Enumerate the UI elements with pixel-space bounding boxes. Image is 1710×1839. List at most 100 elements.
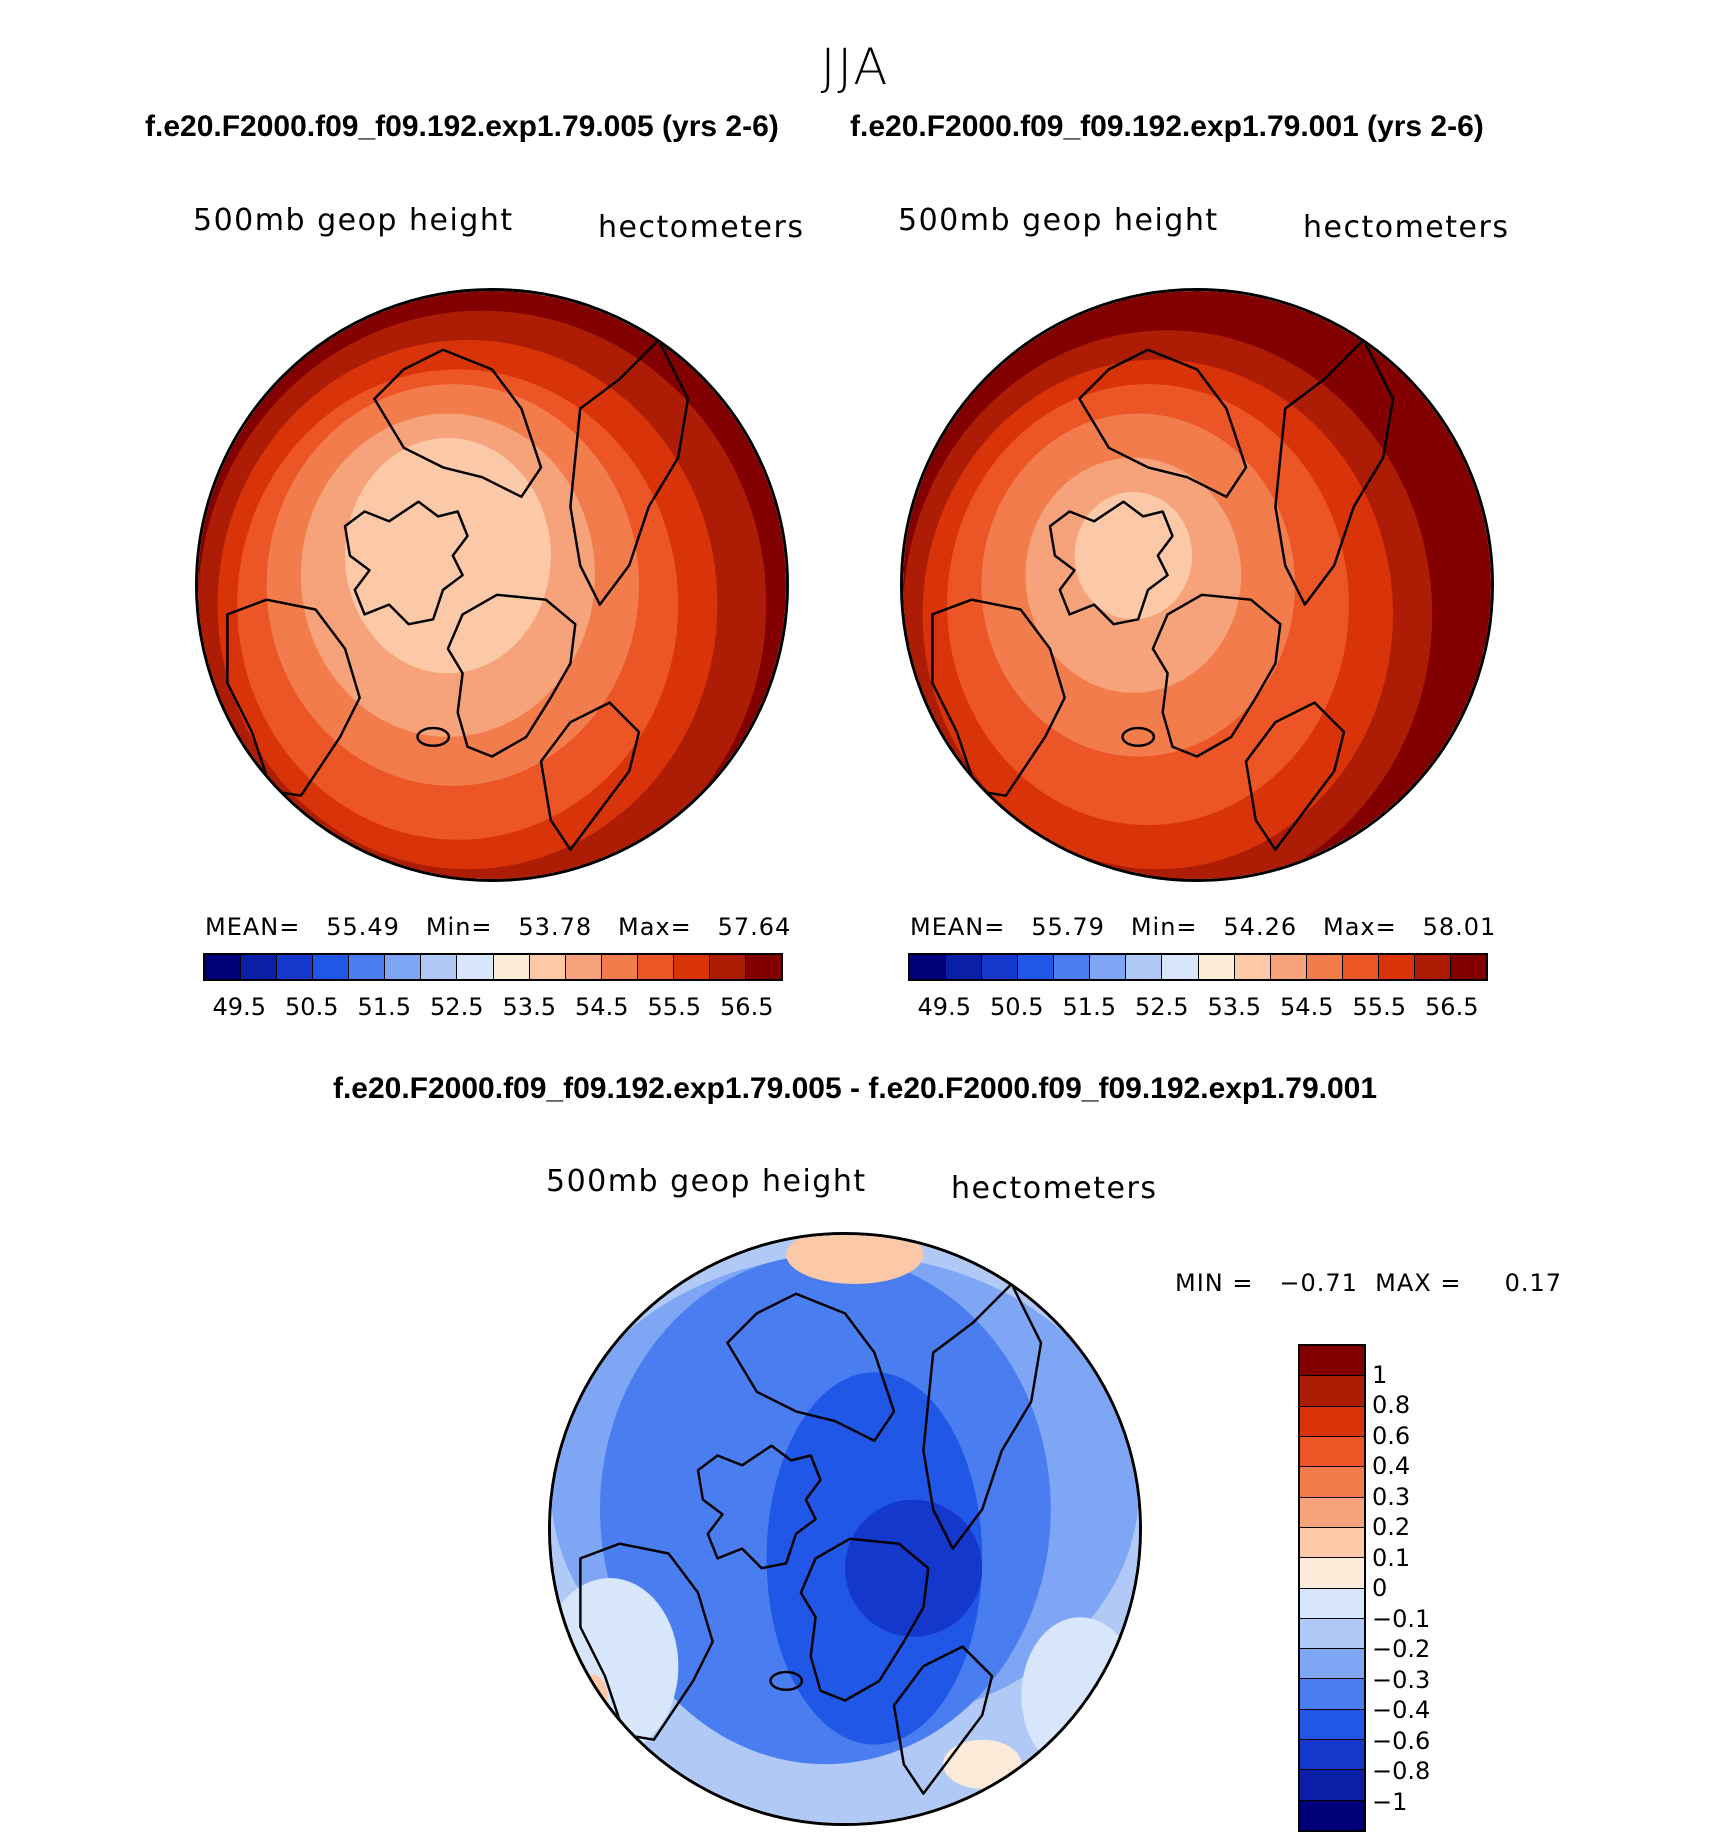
colorbar-swatch	[1090, 955, 1127, 979]
colorbar-swatch	[1300, 1649, 1364, 1680]
colorbar-swatch	[1300, 1436, 1364, 1468]
colorbar-swatch	[745, 955, 781, 979]
colorbar-tick-label: −1	[1372, 1787, 1408, 1816]
colorbar-swatch	[709, 955, 746, 979]
diff-variable: 500mb geop height	[546, 1164, 867, 1199]
colorbar-swatch	[1300, 1618, 1364, 1650]
panel-a-contours	[198, 291, 786, 879]
colorbar-swatch	[1300, 1467, 1364, 1498]
colorbar-swatch	[349, 955, 386, 979]
colorbar-swatch	[1018, 955, 1055, 979]
colorbar-tick-label: 50.5	[990, 993, 1044, 1021]
colorbar-swatch	[601, 955, 638, 979]
colorbar-tick-label: 49.5	[917, 993, 971, 1021]
colorbar-tick-label: 54.5	[1280, 993, 1334, 1021]
colorbar-tick-label: 0.2	[1372, 1513, 1411, 1541]
colorbar-swatch	[1300, 1588, 1364, 1619]
colorbar-swatch	[385, 955, 422, 979]
colorbar-tick-label: 55.5	[647, 993, 701, 1021]
colorbar-swatch	[1300, 1527, 1364, 1559]
colorbar-swatch	[1162, 955, 1199, 979]
panel-b-colorbar	[908, 953, 1488, 981]
run-b-title: f.e20.F2000.f09_f09.192.exp1.79.001 (yrs…	[850, 110, 1484, 143]
colorbar-tick-label: −0.1	[1372, 1604, 1431, 1633]
colorbar-swatch	[946, 955, 983, 979]
colorbar-swatch	[1300, 1800, 1364, 1830]
colorbar-tick-label: 55.5	[1352, 993, 1406, 1021]
colorbar-tick-label: 0	[1372, 1574, 1388, 1602]
colorbar-tick-label: 52.5	[1135, 993, 1189, 1021]
colorbar-tick-label: −0.3	[1372, 1665, 1431, 1694]
colorbar-tick-label: 56.5	[1425, 993, 1479, 1021]
colorbar-swatch	[493, 955, 530, 979]
colorbar-swatch	[1300, 1406, 1364, 1437]
colorbar-tick-label: 0.3	[1372, 1482, 1411, 1511]
colorbar-tick-label: 53.5	[502, 993, 556, 1021]
diff-units: hectometers	[951, 1171, 1158, 1206]
colorbar-swatch	[1300, 1740, 1364, 1771]
panel-b-stats: MEAN= 55.79 Min= 54.26 Max= 58.01	[910, 913, 1497, 941]
colorbar-swatch	[529, 955, 566, 979]
colorbar-swatch	[1198, 955, 1235, 979]
diff-map	[548, 1232, 1142, 1826]
colorbar-swatch	[421, 955, 458, 979]
colorbar-swatch	[1300, 1770, 1364, 1801]
panel-a-units: hectometers	[598, 210, 805, 245]
colorbar-swatch	[982, 955, 1019, 979]
panel-a-variable: 500mb geop height	[193, 203, 514, 238]
colorbar-swatch	[637, 955, 674, 979]
colorbar-tick-label: −0.2	[1372, 1635, 1431, 1663]
colorbar-tick-label: −0.4	[1372, 1696, 1431, 1724]
colorbar-swatch	[1342, 955, 1379, 979]
colorbar-tick-label: 0.4	[1372, 1452, 1411, 1480]
colorbar-swatch	[1300, 1376, 1364, 1407]
colorbar-swatch	[1300, 1709, 1364, 1741]
colorbar-swatch	[910, 955, 947, 979]
panel-a-stats: MEAN= 55.49 Min= 53.78 Max= 57.64	[205, 913, 792, 941]
panel-b-variable: 500mb geop height	[898, 203, 1219, 238]
colorbar-swatch	[313, 955, 350, 979]
colorbar-tick-label: 50.5	[285, 993, 339, 1021]
run-a-title: f.e20.F2000.f09_f09.192.exp1.79.005 (yrs…	[145, 110, 779, 143]
colorbar-tick-label: 56.5	[720, 993, 774, 1021]
diff-title: f.e20.F2000.f09_f09.192.exp1.79.005 - f.…	[332, 1072, 1378, 1105]
diff-stats: MIN = −0.71 MAX = 0.17	[1175, 1269, 1563, 1297]
colorbar-swatch	[457, 955, 494, 979]
diff-contours	[551, 1235, 1139, 1823]
colorbar-tick-label: 1	[1372, 1360, 1388, 1389]
season-title: JJA	[820, 38, 890, 96]
colorbar-tick-label: 0.6	[1372, 1421, 1411, 1450]
colorbar-swatch	[1270, 955, 1307, 979]
colorbar-swatch	[1126, 955, 1163, 979]
colorbar-tick-label: −0.6	[1372, 1726, 1431, 1755]
colorbar-tick-label: 49.5	[212, 993, 266, 1021]
colorbar-swatch	[1054, 955, 1091, 979]
colorbar-swatch	[205, 955, 242, 979]
colorbar-swatch	[241, 955, 278, 979]
colorbar-swatch	[1300, 1679, 1364, 1710]
colorbar-tick-label: 54.5	[575, 993, 629, 1021]
colorbar-tick-label: 0.1	[1372, 1543, 1411, 1572]
colorbar-swatch	[565, 955, 602, 979]
panel-b-units: hectometers	[1303, 210, 1510, 245]
colorbar-swatch	[673, 955, 710, 979]
colorbar-swatch	[1414, 955, 1451, 979]
panel-a-colorbar	[203, 953, 783, 981]
diff-colorbar-ticks: 1 0.8 0.6 0.4 0.3 0.2 0.1 0 −0.1 −0.2 −0.3 −0.4 −0.6…	[1372, 1344, 1452, 1832]
colorbar-swatch	[1450, 955, 1486, 979]
colorbar-tick-label: −0.8	[1372, 1757, 1431, 1785]
panel-b-colorbar-ticks: 49.5 50.5 51.5 52.5 53.5 54.5 55.5 56.5	[908, 993, 1488, 1023]
colorbar-swatch	[1234, 955, 1271, 979]
panel-a-colorbar-ticks: 49.5 50.5 51.5 52.5 53.5 54.5 55.5 56.5	[203, 993, 783, 1023]
colorbar-swatch	[1378, 955, 1415, 979]
colorbar-swatch	[1300, 1558, 1364, 1589]
panel-b-map	[900, 288, 1494, 882]
colorbar-swatch	[1300, 1497, 1364, 1528]
colorbar-swatch	[277, 955, 314, 979]
diff-colorbar	[1298, 1344, 1366, 1832]
colorbar-swatch	[1306, 955, 1343, 979]
colorbar-tick-label: 51.5	[357, 993, 411, 1021]
colorbar-tick-label: 52.5	[430, 993, 484, 1021]
colorbar-tick-label: 51.5	[1062, 993, 1116, 1021]
panel-b-contours	[903, 291, 1491, 879]
